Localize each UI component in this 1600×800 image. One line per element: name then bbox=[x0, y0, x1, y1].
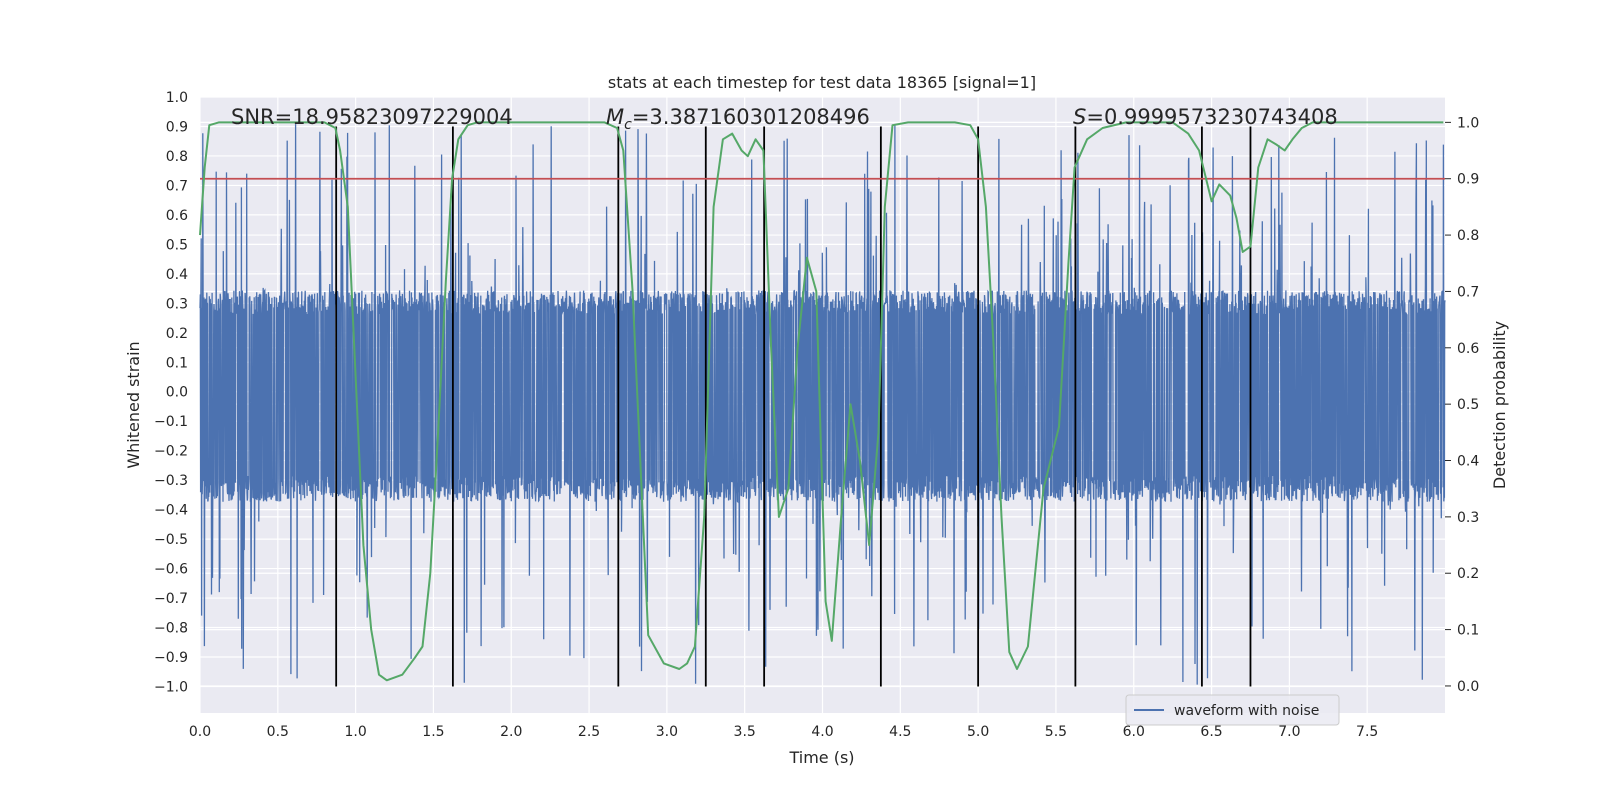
chirp-mass-annotation: Mc=3.387160301208496 bbox=[606, 105, 870, 133]
y-left-tick-label-11: −0.1 bbox=[154, 414, 188, 430]
y-left-tick-label-17: −0.7 bbox=[154, 591, 188, 607]
x-tick-label-4: 2.0 bbox=[500, 724, 522, 740]
y-left-tick-label-7: 0.3 bbox=[166, 296, 188, 312]
y-left-tick-label-18: −0.8 bbox=[154, 621, 188, 637]
x-axis-ticks: 0.0 0.5 1.0 1.5 2.0 2.5 3.0 3.5 4.0 4.5 5.0 5.5 6.0 6… bbox=[189, 724, 1378, 740]
y-left-tick-label-3: 0.7 bbox=[166, 178, 188, 194]
y-left-tick-label-4: 0.6 bbox=[166, 208, 188, 224]
s-annotation: S=0.9999573230743408 bbox=[1073, 105, 1338, 129]
y-right-tick-label-5: 0.5 bbox=[1457, 397, 1479, 413]
y-right-tick-label-9: 0.9 bbox=[1457, 172, 1479, 188]
y-left-tick-label-6: 0.4 bbox=[166, 267, 188, 283]
x-tick-label-7: 3.5 bbox=[734, 724, 756, 740]
y-right-axis-label: Detection probability bbox=[1490, 321, 1509, 489]
chirp-mass-subscript: c bbox=[624, 117, 632, 133]
y-right-tick-label-7: 0.7 bbox=[1457, 284, 1479, 300]
y-right-axis-ticks: 0.0 0.1 0.2 0.3 0.4 0.5 0.6 0.7 0.8 0.9 1.0 bbox=[1445, 115, 1479, 695]
x-tick-label-11: 5.5 bbox=[1045, 724, 1067, 740]
probability-line bbox=[199, 121, 1444, 682]
waveform-series bbox=[199, 124, 1446, 685]
x-tick-label-6: 3.0 bbox=[656, 724, 678, 740]
y-right-tick-label-4: 0.4 bbox=[1457, 454, 1479, 470]
x-tick-label-5: 2.5 bbox=[578, 724, 600, 740]
x-tick-label-0: 0.0 bbox=[189, 724, 211, 740]
x-tick-label-14: 7.0 bbox=[1278, 724, 1300, 740]
chirp-mass-value: =3.387160301208496 bbox=[632, 105, 870, 129]
y-left-tick-label-2: 0.8 bbox=[166, 149, 188, 165]
y-left-tick-label-12: −0.2 bbox=[154, 444, 188, 460]
x-tick-label-1: 0.5 bbox=[267, 724, 289, 740]
x-tick-label-8: 4.0 bbox=[811, 724, 833, 740]
legend: waveform with noise bbox=[1125, 694, 1340, 726]
y-right-tick-label-10: 1.0 bbox=[1457, 115, 1479, 131]
y-right-tick-label-0: 0.0 bbox=[1457, 679, 1479, 695]
probability-series bbox=[199, 121, 1444, 682]
y-left-tick-label-19: −0.9 bbox=[154, 650, 188, 666]
y-left-axis-label: Whitened strain bbox=[124, 341, 143, 468]
x-axis-label: Time (s) bbox=[788, 748, 854, 767]
y-left-tick-label-10: 0.0 bbox=[166, 385, 188, 401]
chart-title: stats at each timestep for test data 183… bbox=[608, 73, 1036, 92]
legend-box bbox=[1125, 694, 1340, 726]
y-right-tick-label-1: 0.1 bbox=[1457, 623, 1479, 639]
x-tick-label-9: 4.5 bbox=[889, 724, 911, 740]
y-left-tick-label-0: 1.0 bbox=[166, 90, 188, 106]
y-left-tick-label-5: 0.5 bbox=[166, 237, 188, 253]
y-left-tick-label-20: −1.0 bbox=[154, 679, 188, 695]
y-left-tick-label-8: 0.2 bbox=[166, 326, 188, 342]
y-right-tick-label-8: 0.8 bbox=[1457, 228, 1479, 244]
y-right-tick-label-2: 0.2 bbox=[1457, 566, 1479, 582]
y-left-tick-label-1: 0.9 bbox=[166, 119, 188, 135]
x-tick-label-2: 1.0 bbox=[344, 724, 366, 740]
y-left-tick-label-16: −0.6 bbox=[154, 562, 188, 578]
y-left-tick-label-14: −0.4 bbox=[154, 503, 188, 519]
y-right-tick-label-3: 0.3 bbox=[1457, 510, 1479, 526]
s-symbol: S bbox=[1073, 105, 1086, 129]
y-right-tick-label-6: 0.6 bbox=[1457, 341, 1479, 357]
snr-annotation: SNR=18.95823097229004 bbox=[231, 105, 513, 129]
chirp-mass-symbol: M bbox=[606, 105, 624, 129]
s-value: =0.9999573230743408 bbox=[1086, 105, 1337, 129]
y-left-tick-label-9: 0.1 bbox=[166, 355, 188, 371]
x-tick-label-12: 6.0 bbox=[1123, 724, 1145, 740]
segment-boundaries bbox=[335, 126, 1252, 687]
y-left-tick-label-13: −0.3 bbox=[154, 473, 188, 489]
waveform-line bbox=[199, 124, 1446, 685]
x-tick-label-15: 7.5 bbox=[1356, 724, 1378, 740]
x-tick-label-3: 1.5 bbox=[422, 724, 444, 740]
y-left-axis-ticks: 1.0 0.9 0.8 0.7 0.6 0.5 0.4 0.3 0.2 0.1 0.0 −0.1 −0.… bbox=[154, 90, 188, 695]
y-left-tick-label-15: −0.5 bbox=[154, 532, 188, 548]
legend-label-waveform: waveform with noise bbox=[1174, 703, 1319, 719]
x-tick-label-13: 6.5 bbox=[1200, 724, 1222, 740]
x-tick-label-10: 5.0 bbox=[967, 724, 989, 740]
